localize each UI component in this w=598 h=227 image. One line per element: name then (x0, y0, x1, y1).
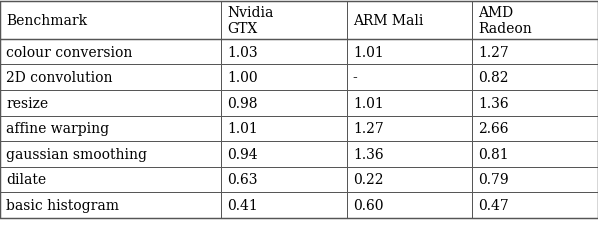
Bar (472, 91, 598, 116)
Text: AMD
Radeon: AMD Radeon (478, 6, 532, 36)
Bar (0, 91, 221, 116)
Bar (347, 65, 472, 91)
Text: 1.01: 1.01 (353, 45, 383, 59)
Text: 1.27: 1.27 (353, 122, 383, 136)
Bar (0, 141, 221, 167)
Text: 0.82: 0.82 (478, 71, 509, 85)
Bar (0, 2, 221, 40)
Bar (347, 40, 472, 65)
Text: 0.94: 0.94 (227, 147, 258, 161)
Text: ARM Mali: ARM Mali (353, 14, 423, 28)
Text: 1.27: 1.27 (478, 45, 509, 59)
Text: 0.81: 0.81 (478, 147, 509, 161)
Bar (0, 192, 221, 218)
Text: 0.22: 0.22 (353, 173, 383, 187)
Bar (0, 65, 221, 91)
Bar (472, 192, 598, 218)
Bar (0, 116, 221, 141)
Bar (347, 116, 472, 141)
Text: 0.41: 0.41 (227, 198, 258, 212)
Text: 2D convolution: 2D convolution (6, 71, 112, 85)
Text: 1.01: 1.01 (353, 96, 383, 110)
Text: 0.60: 0.60 (353, 198, 383, 212)
Text: gaussian smoothing: gaussian smoothing (6, 147, 147, 161)
Bar (472, 65, 598, 91)
Text: 0.98: 0.98 (227, 96, 258, 110)
Bar (472, 141, 598, 167)
Bar (221, 116, 347, 141)
Bar (472, 40, 598, 65)
Bar (472, 116, 598, 141)
Bar (472, 167, 598, 192)
Bar (347, 192, 472, 218)
Bar (347, 141, 472, 167)
Bar (221, 167, 347, 192)
Bar (347, 2, 472, 40)
Text: dilate: dilate (6, 173, 46, 187)
Bar (221, 40, 347, 65)
Text: 1.36: 1.36 (353, 147, 383, 161)
Bar (347, 91, 472, 116)
Text: basic histogram: basic histogram (6, 198, 119, 212)
Text: 0.47: 0.47 (478, 198, 509, 212)
Bar (221, 141, 347, 167)
Text: affine warping: affine warping (6, 122, 109, 136)
Bar (0, 40, 221, 65)
Bar (347, 167, 472, 192)
Text: 2.66: 2.66 (478, 122, 509, 136)
Text: colour conversion: colour conversion (6, 45, 132, 59)
Bar (221, 91, 347, 116)
Text: 1.01: 1.01 (227, 122, 258, 136)
Bar (221, 65, 347, 91)
Bar (221, 2, 347, 40)
Text: Nvidia
GTX: Nvidia GTX (227, 6, 274, 36)
Text: resize: resize (6, 96, 48, 110)
Text: -: - (353, 71, 358, 85)
Text: Benchmark: Benchmark (6, 14, 87, 28)
Bar (221, 192, 347, 218)
Text: 1.03: 1.03 (227, 45, 258, 59)
Text: 0.79: 0.79 (478, 173, 509, 187)
Bar (0, 167, 221, 192)
Text: 0.63: 0.63 (227, 173, 258, 187)
Text: 1.36: 1.36 (478, 96, 509, 110)
Bar (472, 2, 598, 40)
Text: 1.00: 1.00 (227, 71, 258, 85)
